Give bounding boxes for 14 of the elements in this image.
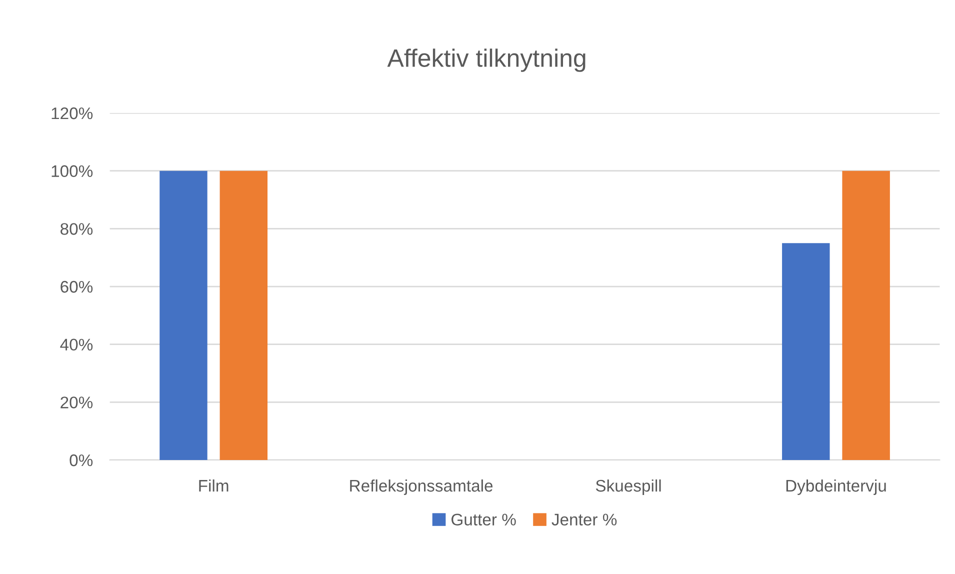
legend-label: Jenter % [552, 514, 617, 526]
x-tick-label: Skuespill [596, 479, 661, 495]
x-tick-label: Dybdeintervju [786, 479, 886, 495]
y-tick-label: 120% [52, 107, 93, 120]
legend-label: Gutter % [452, 514, 516, 526]
y-tick-label: 0% [70, 454, 93, 466]
y-tick-label: 60% [60, 280, 93, 293]
y-tick-label: 100% [52, 165, 93, 178]
y-tick-label: 20% [60, 396, 93, 408]
y-tick-label: 80% [60, 223, 93, 235]
y-tick-label: 40% [60, 338, 93, 351]
x-tick-label: Film [199, 479, 228, 492]
x-tick-label: Refleksjonssamtale [350, 479, 493, 495]
chart-title: Affektiv tilknytning [387, 48, 586, 72]
